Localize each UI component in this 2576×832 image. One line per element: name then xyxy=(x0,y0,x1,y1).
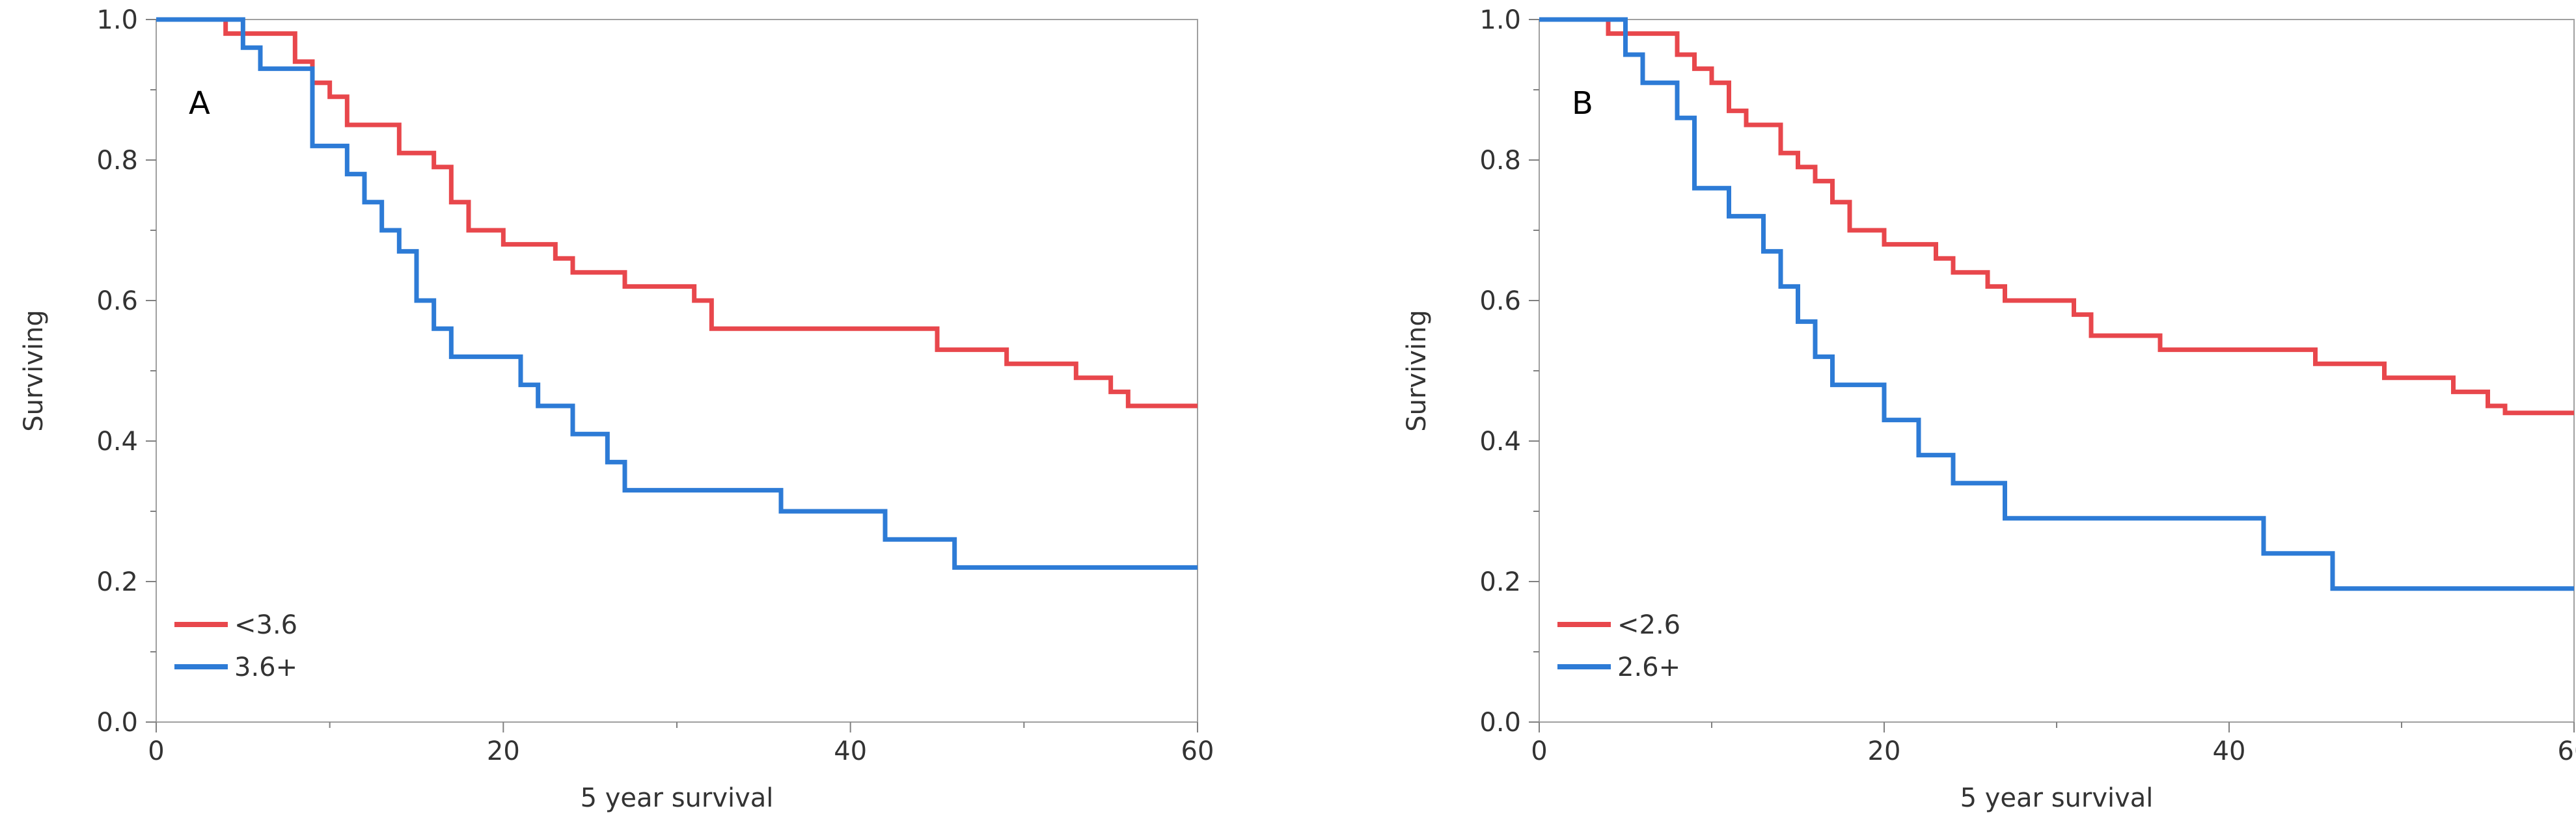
series-line-high xyxy=(156,17,1198,570)
x-tick-label: 0 xyxy=(148,736,164,766)
y-tick-label: 0.8 xyxy=(1479,146,1521,176)
series-line-low xyxy=(1539,17,2574,416)
panel-label: A xyxy=(189,85,210,122)
legend-label: <3.6 xyxy=(234,610,297,640)
panel-label: B xyxy=(1572,85,1593,122)
y-axis-title: Surviving xyxy=(19,310,49,432)
x-axis-title: 5 year survival xyxy=(581,783,774,813)
x-tick-label: 40 xyxy=(834,736,867,766)
y-tick-label: 0.4 xyxy=(96,427,138,457)
x-axis-title: 5 year survival xyxy=(1960,783,2154,813)
y-tick-label: 0.2 xyxy=(96,567,138,597)
x-tick-label: 20 xyxy=(487,736,520,766)
y-tick-label: 1.0 xyxy=(96,5,138,35)
x-tick-label: 40 xyxy=(2213,736,2246,766)
x-tick-label: 0 xyxy=(1531,736,1547,766)
legend-label: 2.6+ xyxy=(1617,652,1680,682)
y-tick-label: 0.4 xyxy=(1479,427,1521,457)
legend-label: <2.6 xyxy=(1617,610,1680,640)
y-tick-label: 0.6 xyxy=(96,286,138,316)
x-tick-label: 60 xyxy=(1181,736,1214,766)
y-tick-label: 0.2 xyxy=(1479,567,1521,597)
y-tick-label: 1.0 xyxy=(1479,5,1521,35)
panel-b: 0.0 0.2 0.4 0.6 0.8 1.0 0 20 40 60 5 year survival… xyxy=(1402,5,2576,813)
y-tick-label: 0.0 xyxy=(96,708,138,738)
y-tick-label: 0.6 xyxy=(1479,286,1521,316)
series-line-high xyxy=(1539,17,2574,591)
y-axis-title: Surviving xyxy=(1402,310,1432,432)
legend-label: 3.6+ xyxy=(234,652,297,682)
x-tick-label: 60 xyxy=(2558,736,2576,766)
y-tick-label: 0.0 xyxy=(1479,708,1521,738)
y-tick-label: 0.8 xyxy=(96,146,138,176)
panel-a: 0.0 0.2 0.4 0.6 0.8 1.0 0 20 40 60 5 year survival… xyxy=(19,5,1214,813)
plot-frame xyxy=(1539,19,2575,723)
x-tick-label: 20 xyxy=(1868,736,1901,766)
plot-frame xyxy=(156,19,1198,723)
